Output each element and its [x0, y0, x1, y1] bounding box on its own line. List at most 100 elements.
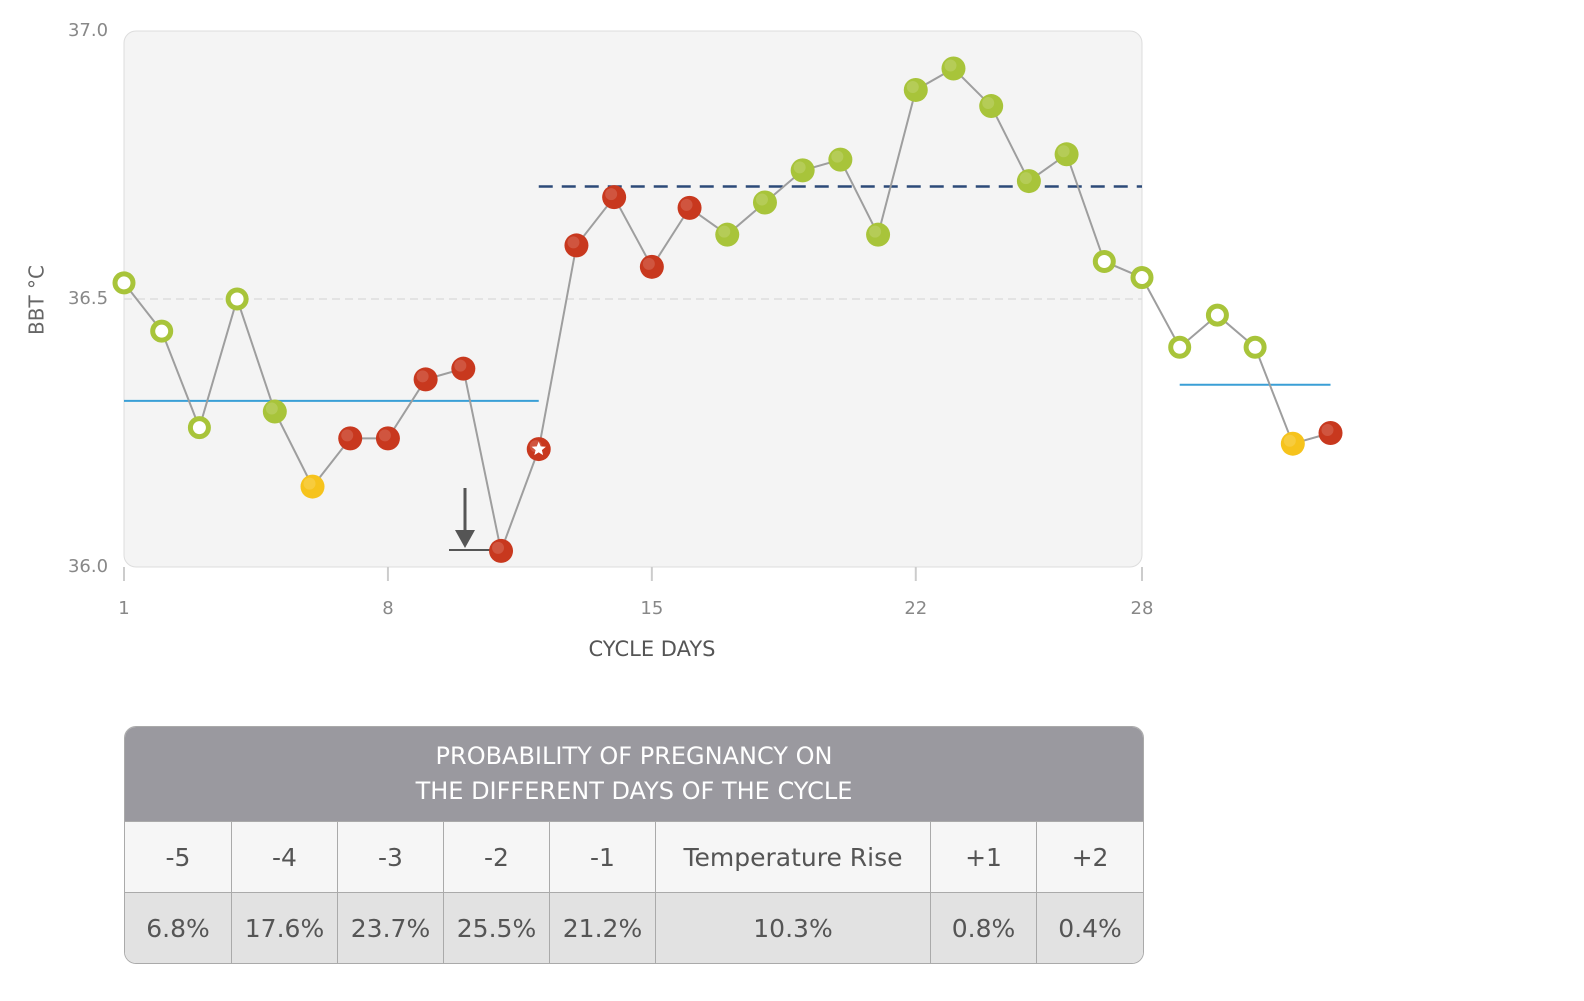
- marker-shine: [906, 80, 919, 93]
- marker-dot: [1280, 431, 1305, 456]
- marker: [338, 426, 363, 451]
- marker: [1280, 431, 1305, 456]
- marker-shine: [944, 59, 957, 72]
- y-tick-label: 36.0: [68, 556, 108, 577]
- marker: [1318, 421, 1343, 445]
- marker-shine: [1057, 145, 1070, 158]
- table-value-cell: 6.8%: [125, 892, 231, 963]
- table-header-cell: -1: [549, 821, 655, 892]
- marker-dot: [790, 158, 815, 183]
- table-value-cell: 0.4%: [1036, 892, 1143, 963]
- marker-shine: [982, 97, 995, 110]
- marker-dot: [1016, 169, 1041, 194]
- marker-dot: [866, 222, 891, 247]
- marker-shine: [378, 429, 391, 442]
- table-header-cell: +2: [1036, 821, 1143, 892]
- marker-shine: [341, 429, 354, 442]
- marker: [564, 233, 589, 258]
- marker: [677, 195, 702, 220]
- table-value-cell: 25.5%: [443, 892, 549, 963]
- marker: [150, 319, 174, 343]
- probability-table: PROBABILITY OF PREGNANCY ON THE DIFFEREN…: [124, 726, 1144, 964]
- marker: [866, 222, 891, 247]
- marker-shine: [1321, 424, 1334, 436]
- marker-dot: [602, 185, 627, 210]
- marker-dot: [300, 474, 325, 499]
- y-tick-label: 37.0: [68, 20, 108, 41]
- marker-dot: [451, 356, 476, 381]
- marker-dot: [564, 233, 589, 258]
- marker: [1243, 335, 1267, 359]
- marker: [790, 158, 815, 183]
- table-header-cell: -3: [337, 821, 443, 892]
- table-value-cell: 17.6%: [231, 892, 337, 963]
- marker-shine: [567, 236, 580, 249]
- marker-dot: [1318, 421, 1343, 445]
- x-tick-label: 1: [118, 598, 129, 619]
- x-tick-label: 28: [1131, 598, 1154, 619]
- marker-shine: [869, 225, 882, 238]
- marker-ring: [1243, 335, 1267, 359]
- marker-shine: [680, 198, 693, 211]
- marker-shine: [718, 225, 731, 238]
- marker: [413, 367, 438, 392]
- table-header-cell: -5: [125, 821, 231, 892]
- marker-shine: [492, 541, 505, 554]
- marker-shine: [605, 188, 618, 201]
- marker-shine: [642, 257, 655, 270]
- marker-shine: [303, 477, 316, 490]
- marker-dot: [677, 195, 702, 220]
- marker-dot: [639, 254, 664, 279]
- marker-dot: [1054, 142, 1079, 167]
- marker-shine: [416, 370, 429, 383]
- marker-ring: [1168, 335, 1192, 359]
- marker-dot: [338, 426, 363, 451]
- marker: [1054, 142, 1079, 167]
- marker: [639, 254, 664, 279]
- marker-dot: [413, 367, 438, 392]
- marker-ring: [225, 287, 249, 311]
- marker-shine: [793, 161, 806, 174]
- marker: [1130, 266, 1154, 290]
- header-row: -5 -4 -3 -2 -1 Temperature Rise +1 +2: [125, 821, 1143, 892]
- marker: [225, 287, 249, 311]
- marker: [300, 474, 325, 499]
- table-header-cell: Temperature Rise: [655, 821, 930, 892]
- table-value-cell: 10.3%: [655, 892, 930, 963]
- marker-shine: [755, 193, 768, 206]
- table-value-cell: 21.2%: [549, 892, 655, 963]
- marker: [375, 426, 400, 451]
- marker: [752, 190, 777, 215]
- marker-dot: [979, 94, 1004, 119]
- value-row: 6.8% 17.6% 23.7% 25.5% 21.2% 10.3% 0.8% 0.4%: [125, 892, 1143, 963]
- marker-shine: [265, 402, 278, 415]
- y-axis-label: BBT °C: [25, 265, 49, 335]
- marker-dot: [828, 147, 853, 172]
- marker-ring: [1130, 266, 1154, 290]
- marker: [112, 271, 136, 295]
- marker-dot: [489, 538, 514, 563]
- marker-ring: [112, 271, 136, 295]
- table-header-cell: -2: [443, 821, 549, 892]
- x-tick-label: 8: [382, 598, 393, 619]
- marker: [1205, 303, 1229, 327]
- marker-dot: [715, 222, 740, 247]
- table-title: THE DIFFERENT DAYS OF THE CYCLE: [415, 777, 853, 805]
- marker: [1016, 169, 1041, 194]
- marker: [979, 94, 1004, 119]
- marker-dot: [375, 426, 400, 451]
- marker-ring: [150, 319, 174, 343]
- marker: [715, 222, 740, 247]
- marker-dot: [262, 399, 287, 424]
- marker: [903, 77, 928, 102]
- marker-star: [531, 441, 546, 456]
- marker-shine: [454, 359, 467, 372]
- marker-ring: [187, 416, 211, 440]
- table-header: PROBABILITY OF PREGNANCY ON THE DIFFEREN…: [125, 727, 1143, 821]
- table-header-cell: -4: [231, 821, 337, 892]
- marker-dot: [941, 56, 966, 81]
- table-title: PROBABILITY OF PREGNANCY ON: [435, 742, 833, 770]
- x-tick-label: 15: [640, 598, 663, 619]
- marker-ring: [1092, 249, 1116, 273]
